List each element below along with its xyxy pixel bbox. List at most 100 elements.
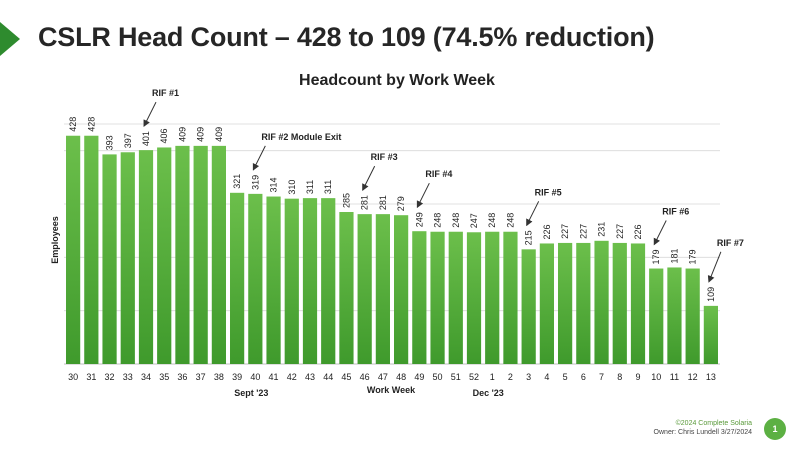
bar [175,145,190,364]
bar-value-label: 401 [141,131,151,146]
annotation-arrow [707,251,722,283]
bar [612,242,627,364]
bar [430,231,445,364]
bar-value-label: 409 [214,127,224,142]
x-tick-label: 35 [159,372,169,382]
bar-value-label: 406 [159,128,169,143]
x-tick-label: 46 [360,372,370,382]
bar-value-label: 181 [669,248,679,263]
bar-value-label: 409 [177,127,187,142]
page-number-badge: 1 [764,418,786,440]
annotation-arrow [526,201,540,227]
x-tick-label: 50 [433,372,443,382]
rif-annotation: RIF #4 [425,169,452,179]
bar-value-label: 248 [487,213,497,228]
bar-value-label: 397 [123,133,133,148]
bar-value-label: 409 [196,127,206,142]
bar [485,231,500,364]
x-tick-label: 38 [214,372,224,382]
period-label: Dec '23 [473,388,504,398]
x-tick-label: 30 [68,372,78,382]
slide-footer: ©2024 Complete Solaria Owner: Chris Lund… [654,419,752,437]
x-tick-label: 31 [86,372,96,382]
bar-value-label: 279 [396,196,406,211]
x-tick-label: 42 [287,372,297,382]
bar [521,249,536,364]
x-tick-label: 51 [451,372,461,382]
bar [302,198,318,364]
bar [266,196,281,364]
x-tick-label: 37 [196,372,206,382]
rif-annotation: RIF #5 [535,187,562,197]
x-tick-label: 1 [490,372,495,382]
x-tick-label: 33 [123,372,133,382]
x-tick-label: 47 [378,372,388,382]
bar [685,268,700,364]
x-tick-label: 41 [269,372,279,382]
bar [321,198,336,364]
bar-value-label: 227 [615,224,625,239]
bar [539,243,554,364]
bar [102,154,117,364]
bar-value-label: 179 [688,250,698,265]
bar-value-label: 231 [597,222,607,237]
title-accent-arrow [0,22,20,56]
bar [248,193,263,364]
x-tick-label: 49 [414,372,424,382]
bar-value-label: 247 [469,213,479,228]
x-tick-label: 10 [651,372,661,382]
bar [84,135,99,364]
bar-value-label: 226 [542,224,552,239]
bar [211,145,226,364]
bar [503,231,518,364]
x-tick-label: 11 [670,372,679,382]
bar [284,198,299,364]
bar [412,231,427,364]
x-tick-label: 43 [305,372,315,382]
bar-value-label: 319 [250,175,260,190]
annotation-arrow [143,101,157,128]
x-tick-label: 2 [508,372,513,382]
bar [594,240,609,364]
x-tick-label: 13 [706,372,716,382]
bar [138,150,154,364]
slide-title: CSLR Head Count – 428 to 109 (74.5% redu… [38,22,655,52]
bar [375,214,390,364]
bar-value-label: 285 [341,193,351,208]
x-tick-label: 52 [469,372,479,382]
x-tick-label: 12 [688,372,698,382]
x-tick-label: 40 [250,372,260,382]
bar [357,214,372,364]
bar-value-label: 249 [414,212,424,227]
bar [466,232,482,364]
x-tick-label: 39 [232,372,242,382]
x-tick-label: 36 [177,372,187,382]
bar [394,215,409,364]
footer-owner: Owner: Chris Lundell 3/27/2024 [653,429,752,436]
bar-value-label: 248 [451,213,461,228]
x-tick-label: 34 [141,372,151,382]
x-tick-label: 32 [105,372,115,382]
bar [703,305,718,364]
bar-value-label: 227 [578,224,588,239]
bar [558,242,573,364]
bar-value-label: 226 [633,224,643,239]
rif-annotation: RIF #7 [717,238,744,248]
bar-value-label: 311 [323,180,333,194]
bar-value-label: 428 [86,117,96,132]
annotation-arrow [252,145,266,171]
bar-value-label: 321 [232,174,242,189]
bar [630,243,646,364]
bar-value-label: 109 [706,287,716,302]
x-tick-label: 6 [581,372,586,382]
bar [66,135,81,364]
x-tick-label: 45 [341,372,351,382]
bar [576,242,591,364]
bar-value-label: 281 [378,195,388,210]
annotation-arrow [653,220,667,246]
bar-value-label: 311 [305,180,315,194]
bar [193,145,208,364]
footer-copyright: ©2024 Complete Solaria [675,420,752,427]
x-tick-label: 4 [544,372,549,382]
